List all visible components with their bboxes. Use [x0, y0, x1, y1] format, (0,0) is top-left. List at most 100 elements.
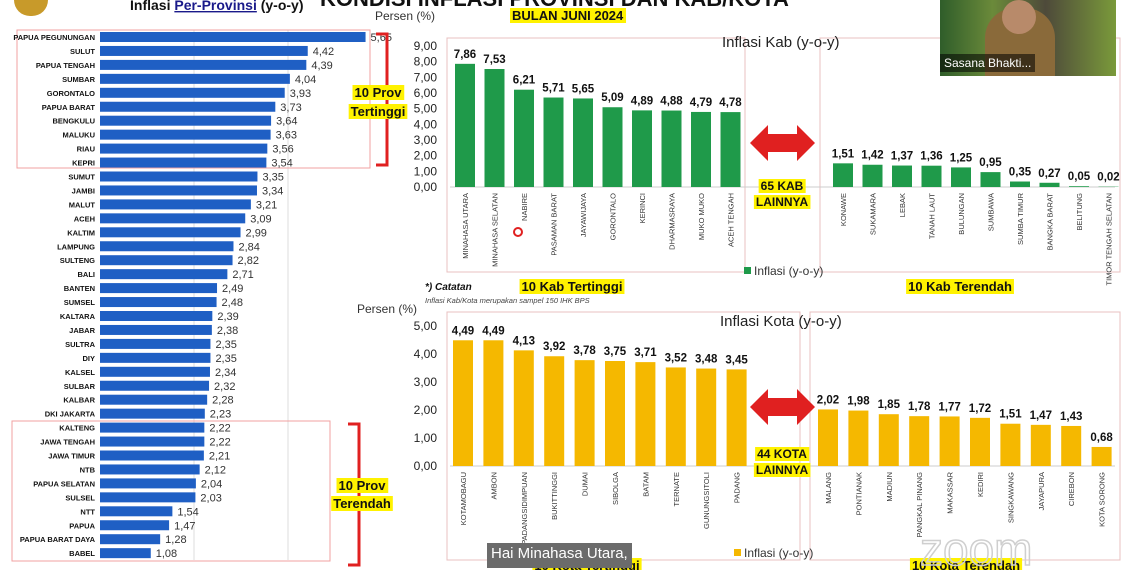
prov-value-label: 2,71 — [232, 269, 253, 281]
kab-category-label: DHARMASRAYA — [668, 193, 677, 250]
kota-title: Inflasi Kota (y-o-y) — [720, 313, 842, 330]
kab-ytick: 2,00 — [414, 149, 438, 163]
video-participant-tile[interactable]: Sasana Bhakti... — [940, 0, 1116, 76]
prov-bar — [100, 506, 173, 517]
prov-value-label: 2,99 — [246, 227, 267, 239]
prov-bar — [100, 255, 233, 266]
prov-value-label: 2,84 — [238, 241, 259, 253]
prov-category-label: PAPUA TENGAH — [36, 61, 95, 70]
prov-bar — [100, 45, 308, 56]
prov-bar — [100, 59, 307, 70]
kota-ytick: 0,00 — [414, 459, 438, 473]
prov-value-label: 2,49 — [222, 283, 243, 295]
prov-value-label: 3,34 — [262, 185, 283, 197]
kab-value-label: 5,71 — [542, 83, 565, 95]
prov-category-label: GORONTALO — [47, 89, 95, 98]
prov-value-label: 2,03 — [200, 492, 221, 504]
kota-value-label: 3,75 — [604, 346, 627, 358]
kab-value-label: 5,09 — [601, 92, 623, 104]
prov-bar — [100, 185, 257, 196]
prov-value-label: 3,73 — [280, 102, 301, 114]
prov-value-label: 3,93 — [290, 88, 311, 100]
kota-value-label: 3,48 — [695, 354, 718, 366]
prov-bottom10-label-2-highlight — [331, 496, 393, 511]
kab-category-label: GORONTALO — [609, 193, 618, 241]
prov-bottom-bracket — [348, 422, 361, 567]
prov-category-label: PAPUA BARAT DAYA — [20, 535, 96, 544]
kab-category-label: TANAH LAUT — [928, 193, 937, 240]
kota-bar — [970, 417, 990, 466]
kota-value-label: 2,02 — [817, 394, 839, 406]
kota-category-label: KOTAMOBAGU — [459, 472, 468, 525]
prov-category-label: ACEH — [74, 214, 95, 223]
prov-bottom10-box — [11, 420, 331, 562]
kota-legend-swatch — [734, 549, 741, 556]
kab-value-label: 1,51 — [832, 148, 855, 160]
prov-value-label: 2,22 — [209, 437, 230, 449]
kab-bar — [514, 89, 534, 187]
prov-value-label: 2,12 — [205, 464, 226, 476]
kota-value-label: 1,72 — [969, 403, 991, 415]
kota-bar — [1091, 446, 1112, 466]
prov-bar — [100, 548, 151, 559]
kab-bar — [862, 164, 883, 187]
prov-value-label: 1,08 — [156, 548, 177, 560]
government-emblem-logo — [14, 0, 48, 16]
kota-value-label: 4,49 — [452, 325, 474, 337]
prov-value-label: 2,23 — [210, 409, 231, 421]
kota-bar — [1000, 423, 1021, 466]
kota-ytick: 1,00 — [414, 431, 438, 445]
kota-value-label: 1,43 — [1060, 411, 1082, 423]
prov-bar — [100, 352, 211, 363]
prov-category-label: SULBAR — [64, 382, 96, 391]
kab-legend-label: Inflasi (y-o-y) — [754, 264, 823, 278]
prov-category-label: PAPUA — [69, 521, 95, 530]
kota-value-label: 3,52 — [665, 352, 687, 364]
kab-category-label: SUMBA TIMUR — [1016, 192, 1025, 245]
kab-bar — [720, 112, 741, 187]
kab-value-label: 4,88 — [660, 96, 683, 108]
kota-double-arrow-icon — [750, 389, 815, 425]
kota-category-label: KOTA SORONG — [1098, 472, 1107, 527]
prov-bar — [100, 157, 267, 168]
kab-value-label: 5,65 — [572, 83, 595, 95]
kota-ytick: 3,00 — [414, 375, 438, 389]
kota-bar — [909, 416, 930, 466]
prov-category-label: SUMBAR — [62, 75, 95, 84]
kab-legend-swatch — [744, 267, 751, 274]
prov-bar — [100, 338, 211, 349]
prov-bar — [100, 492, 196, 503]
kab-value-label: 0,02 — [1097, 172, 1119, 184]
prov-bar — [100, 269, 228, 280]
kota-bar — [1061, 425, 1082, 466]
kab-category-label: NABIRE — [520, 193, 529, 221]
prov-category-label: JAWA TIMUR — [48, 452, 95, 461]
prov-bar — [100, 87, 285, 98]
kota-value-label: 1,51 — [999, 409, 1022, 421]
kota-bar — [513, 350, 534, 466]
participant-head — [1002, 0, 1036, 34]
prov-value-label: 1,54 — [177, 506, 198, 518]
prov-value-label: 4,42 — [313, 46, 334, 58]
prov-bar — [100, 297, 217, 308]
prov-bar — [100, 478, 196, 489]
kota-category-label: DUMAI — [581, 472, 590, 496]
prov-bar — [100, 464, 200, 475]
kota-legend-label: Inflasi (y-o-y) — [744, 546, 813, 560]
prov-category-label: KEPRI — [72, 159, 95, 168]
prov-category-label: PAPUA SELATAN — [33, 479, 95, 488]
kab-bottom-group-label: 10 Kab Terendah — [908, 279, 1012, 294]
kota-bottom-group-label: 10 Kota Terendah — [912, 558, 1020, 570]
kab-category-label: BELITUNG — [1075, 193, 1084, 231]
pointer-cursor-icon — [513, 227, 523, 237]
kab-value-label: 1,36 — [920, 151, 942, 163]
prov-value-label: 3,64 — [276, 116, 297, 128]
prov-bar — [100, 199, 251, 210]
kab-bar — [951, 167, 971, 187]
prov-category-label: MALUKU — [63, 131, 96, 140]
prov-category-label: JAMBI — [72, 186, 95, 195]
kota-value-label: 4,13 — [513, 335, 535, 347]
prov-value-label: 2,35 — [215, 353, 236, 365]
prov-value-label: 2,34 — [215, 367, 236, 379]
kota-category-label: GUNUNGSITOLI — [702, 472, 711, 529]
